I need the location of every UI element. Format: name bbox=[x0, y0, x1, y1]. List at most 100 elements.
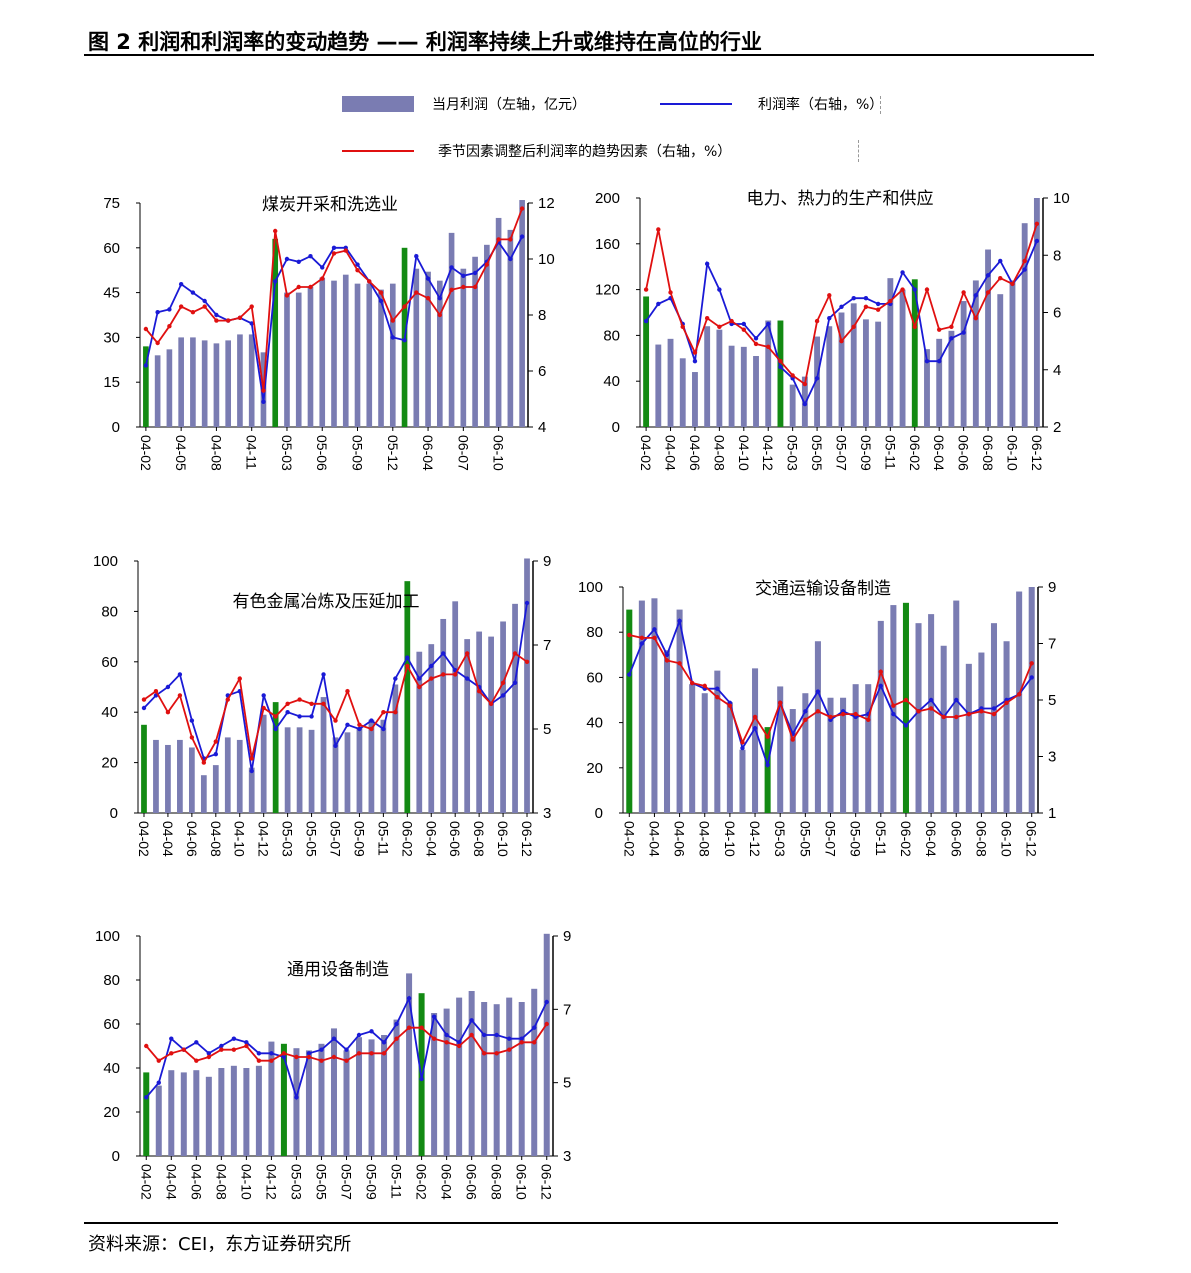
bar-highlight bbox=[143, 1072, 150, 1156]
trend-point bbox=[916, 709, 921, 714]
rate-point bbox=[519, 234, 525, 239]
rate-point bbox=[419, 1076, 424, 1082]
trend-point bbox=[803, 717, 808, 722]
rate-point bbox=[156, 1080, 161, 1085]
rate-point bbox=[677, 618, 682, 624]
trend-point bbox=[273, 228, 278, 234]
trend-point bbox=[692, 350, 698, 355]
trend-point bbox=[639, 635, 645, 641]
trend-point bbox=[144, 1043, 149, 1049]
bar bbox=[865, 684, 872, 813]
rate-point bbox=[639, 641, 645, 646]
left-tick-label: 120 bbox=[595, 282, 620, 299]
trend-point bbox=[461, 284, 466, 290]
left-tick-label: 75 bbox=[103, 195, 120, 212]
trend-point bbox=[912, 324, 917, 330]
rate-point bbox=[778, 364, 783, 370]
rate-point bbox=[878, 683, 884, 689]
rate-point bbox=[441, 651, 446, 656]
x-tick-label: 05-11 bbox=[389, 1164, 405, 1199]
x-tick-label: 04-10 bbox=[736, 435, 752, 471]
chart-3: 0 20 40 60 80 100 3 5 7 9 04-02 04-04 04-06 04-08 04-1… bbox=[93, 553, 551, 857]
x-tick-label: 05-05 bbox=[809, 435, 825, 471]
rate-point bbox=[656, 301, 661, 307]
x-tick-label: 05-07 bbox=[823, 821, 839, 857]
rate-point bbox=[306, 1051, 312, 1056]
right-tick-label: 4 bbox=[1053, 362, 1061, 379]
trend-point bbox=[331, 1054, 337, 1060]
x-tick-label: 06-04 bbox=[439, 1164, 455, 1200]
trend-point bbox=[321, 701, 326, 706]
rate-point bbox=[717, 287, 722, 292]
rate-point bbox=[715, 686, 720, 691]
rate-point bbox=[231, 1036, 237, 1041]
trend-point bbox=[476, 689, 482, 694]
rate-point bbox=[928, 697, 934, 703]
rate-point bbox=[261, 399, 266, 404]
trend-point bbox=[444, 1040, 449, 1045]
rate-point bbox=[752, 726, 758, 731]
trend-point bbox=[729, 318, 734, 324]
legend-item-trend: 季节因素调整后利润率的趋势因素（右轴，%） bbox=[342, 141, 731, 161]
bar-highlight bbox=[643, 296, 650, 427]
bar bbox=[524, 558, 530, 813]
bar bbox=[655, 344, 662, 427]
bar bbox=[330, 1028, 337, 1156]
trend-point bbox=[344, 1058, 349, 1063]
rate-point bbox=[652, 627, 657, 632]
trend-point bbox=[394, 1036, 399, 1041]
rate-point bbox=[544, 999, 549, 1005]
trend-point bbox=[815, 709, 821, 714]
right-tick-label: 8 bbox=[1053, 247, 1061, 264]
bar bbox=[716, 329, 723, 427]
x-tick-label: 04-06 bbox=[184, 821, 200, 857]
trend-point bbox=[985, 290, 991, 295]
chart-title: 通用设备制造 bbox=[287, 960, 389, 980]
rate-point bbox=[369, 718, 374, 723]
trend-point bbox=[225, 697, 230, 702]
trend-point bbox=[437, 312, 443, 318]
bar-highlight bbox=[272, 702, 279, 813]
rate-point bbox=[991, 706, 997, 711]
trend-point bbox=[664, 658, 670, 663]
rate-point bbox=[284, 256, 290, 262]
trend-point bbox=[297, 697, 302, 702]
trend-point bbox=[369, 726, 374, 732]
x-tick-label: 04-11 bbox=[244, 435, 260, 470]
bar bbox=[915, 623, 922, 813]
trend-point bbox=[656, 227, 661, 232]
rate-point bbox=[692, 358, 698, 364]
bar bbox=[689, 684, 696, 813]
rate-point bbox=[1022, 267, 1027, 272]
right-tick-label: 3 bbox=[543, 805, 551, 822]
rate-point bbox=[355, 262, 360, 267]
bar bbox=[543, 933, 550, 1156]
trend-point bbox=[680, 324, 685, 330]
trend-point bbox=[827, 293, 832, 298]
trend-point bbox=[369, 1051, 374, 1056]
bar bbox=[413, 268, 420, 427]
trend-point bbox=[853, 711, 858, 717]
bar bbox=[802, 693, 809, 813]
top-divider bbox=[84, 54, 1094, 56]
x-tick-label: 05-07 bbox=[328, 821, 344, 857]
bar bbox=[877, 620, 884, 813]
x-tick-label: 05-06 bbox=[314, 435, 330, 471]
trend-point bbox=[717, 324, 722, 330]
trend-point bbox=[643, 287, 649, 292]
rate-point bbox=[405, 655, 410, 660]
bar bbox=[342, 274, 349, 427]
trend-point bbox=[741, 327, 747, 332]
rate-point bbox=[973, 293, 979, 298]
bar bbox=[978, 652, 985, 813]
trend-point bbox=[178, 304, 184, 309]
trend-point bbox=[294, 1054, 299, 1060]
bar bbox=[840, 697, 847, 813]
rate-point bbox=[863, 295, 869, 301]
trend-point bbox=[281, 1051, 287, 1056]
x-tick-label: 05-09 bbox=[858, 435, 874, 471]
x-tick-label: 04-12 bbox=[760, 435, 776, 471]
rate-point bbox=[500, 693, 506, 698]
rate-point bbox=[664, 652, 670, 657]
rate-point bbox=[331, 245, 337, 250]
